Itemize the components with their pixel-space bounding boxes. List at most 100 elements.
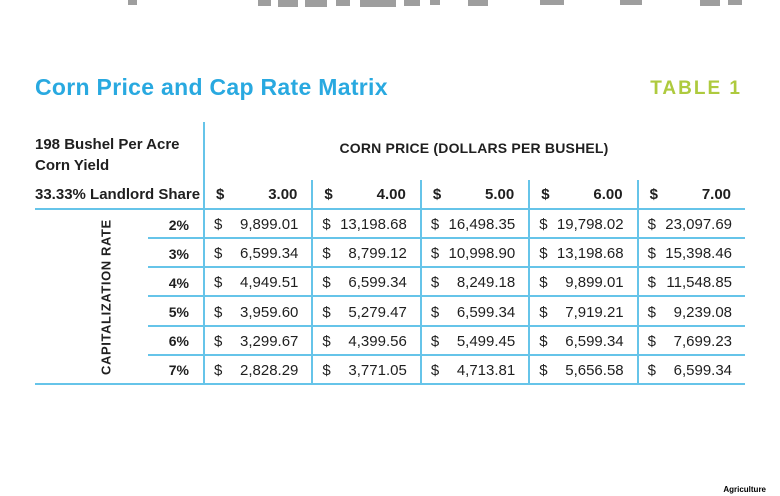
currency-symbol: $ — [647, 303, 656, 321]
grid-line-vertical — [311, 180, 313, 385]
cell-value: 3,299.67 — [240, 332, 299, 350]
currency-symbol: $ — [322, 361, 331, 379]
cap-rate-label: 4% — [168, 274, 189, 291]
currency-symbol: $ — [541, 185, 550, 203]
price-header-cell: $ 6.00 — [528, 180, 636, 208]
price-header-cell: $ 3.00 — [203, 180, 311, 208]
price-header-cell: $ 5.00 — [420, 180, 528, 208]
table-row: 6% $3,299.67 $4,399.56 $5,499.45 $6,599.… — [148, 327, 745, 356]
table-cell: $8,249.18 — [420, 268, 528, 297]
table-cell: $7,919.21 — [528, 298, 636, 327]
table-cell: $10,998.90 — [420, 239, 528, 268]
currency-symbol: $ — [214, 245, 223, 263]
table-cell: $5,279.47 — [311, 298, 419, 327]
cell-value: 9,239.08 — [673, 303, 733, 321]
grid-line-vertical — [528, 180, 530, 385]
currency-symbol: $ — [539, 303, 548, 321]
cell-value: 5,499.45 — [456, 332, 516, 350]
currency-symbol: $ — [539, 332, 548, 350]
yield-label: 198 Bushel Per Acre Corn Yield — [35, 134, 203, 176]
top-edge-artifact — [305, 0, 327, 7]
currency-symbol: $ — [430, 245, 440, 263]
grid-line-row-separator — [148, 237, 745, 239]
currency-symbol: $ — [647, 274, 656, 292]
cap-rate-label: 3% — [168, 245, 189, 262]
table-row: 7% $2,828.29 $3,771.05 $4,713.81 $5,656.… — [148, 356, 745, 385]
cap-rate-label: 6% — [168, 333, 189, 350]
table-row: 2% $9,899.01 $13,198.68 $16,498.35 $19,7… — [148, 210, 745, 239]
grid-line-vertical-main — [203, 122, 205, 385]
table-cell: $13,198.68 — [311, 210, 419, 239]
table-cell: $8,799.12 — [311, 239, 419, 268]
currency-symbol: $ — [214, 216, 223, 234]
top-edge-artifact — [336, 0, 350, 6]
currency-symbol: $ — [322, 274, 331, 292]
currency-symbol: $ — [647, 332, 656, 350]
cell-value: 3,959.60 — [240, 303, 299, 321]
table-cell: $9,899.01 — [528, 268, 636, 297]
table-body: 2% $9,899.01 $13,198.68 $16,498.35 $19,7… — [148, 210, 745, 385]
table-cell: $5,656.58 — [528, 356, 636, 385]
cap-rate-label: 5% — [168, 304, 189, 321]
currency-symbol: $ — [214, 361, 223, 379]
currency-symbol: $ — [322, 245, 331, 263]
table-cell: $2,828.29 — [203, 356, 311, 385]
cell-value: 16,498.35 — [448, 216, 516, 234]
cell-value: 9,899.01 — [240, 216, 299, 234]
currency-symbol: $ — [430, 303, 440, 321]
currency-symbol: $ — [430, 274, 440, 292]
table-cell: $3,299.67 — [203, 327, 311, 356]
currency-symbol: $ — [649, 185, 658, 203]
row-group-header: CAPITALIZATION RATE — [98, 219, 114, 376]
grid-line-row-separator — [148, 325, 745, 327]
cap-rate-label: 7% — [168, 362, 189, 379]
cell-value: 23,097.69 — [665, 216, 733, 234]
currency-symbol: $ — [647, 216, 656, 234]
currency-symbol: $ — [539, 274, 548, 292]
table-row: 4% $4,949.51 $6,599.34 $8,249.18 $9,899.… — [148, 268, 745, 297]
table-cell: $6,599.34 — [420, 298, 528, 327]
table-cell: $4,949.51 — [203, 268, 311, 297]
table-row: 3% $6,599.34 $8,799.12 $10,998.90 $13,19… — [148, 239, 745, 268]
currency-symbol: $ — [430, 361, 440, 379]
cell-value: 13,198.68 — [340, 216, 407, 234]
price-value: 3.00 — [268, 185, 298, 203]
table-cell: $11,548.85 — [637, 268, 745, 297]
currency-symbol: $ — [322, 216, 331, 234]
grid-line-row-separator — [148, 354, 745, 356]
cell-value: 11,548.85 — [666, 274, 733, 292]
top-edge-artifact — [258, 0, 271, 6]
currency-symbol: $ — [539, 361, 548, 379]
table-cell: $6,599.34 — [311, 268, 419, 297]
price-value: 7.00 — [701, 185, 732, 203]
cell-value: 9,899.01 — [565, 274, 624, 292]
grid-line-row-separator — [148, 266, 745, 268]
table-cell: $4,399.56 — [311, 327, 419, 356]
price-value: 5.00 — [485, 185, 515, 203]
price-header-row: $ 3.00 $ 4.00 $ 5.00 $ 6.00 $ 7.00 — [203, 180, 745, 208]
grid-line-table-bottom — [35, 383, 745, 385]
table-cell: $3,959.60 — [203, 298, 311, 327]
yield-label-line2: Corn Yield — [35, 157, 110, 174]
currency-symbol: $ — [214, 332, 223, 350]
currency-symbol: $ — [430, 332, 440, 350]
landlord-share-label: 33.33% Landlord Share — [35, 186, 201, 203]
cell-value: 10,998.90 — [448, 245, 516, 263]
corn-price-cap-rate-table: 198 Bushel Per Acre Corn Yield 33.33% La… — [35, 122, 745, 385]
currency-symbol: $ — [214, 303, 223, 321]
currency-symbol: $ — [324, 185, 333, 203]
table-cell: $16,498.35 — [420, 210, 528, 239]
cell-value: 6,599.34 — [240, 245, 299, 263]
grid-line-header-bottom — [35, 208, 745, 210]
cell-value: 7,699.23 — [673, 332, 733, 350]
currency-symbol: $ — [647, 361, 656, 379]
currency-symbol: $ — [322, 332, 331, 350]
table-cell: $19,798.02 — [528, 210, 636, 239]
table-cell: $7,699.23 — [637, 327, 745, 356]
top-edge-artifact — [128, 0, 137, 5]
table-cell: $5,499.45 — [420, 327, 528, 356]
top-edge-artifact — [404, 0, 420, 6]
cell-value: 4,713.81 — [456, 361, 516, 379]
currency-symbol: $ — [647, 245, 656, 263]
cell-value: 4,949.51 — [240, 274, 299, 292]
